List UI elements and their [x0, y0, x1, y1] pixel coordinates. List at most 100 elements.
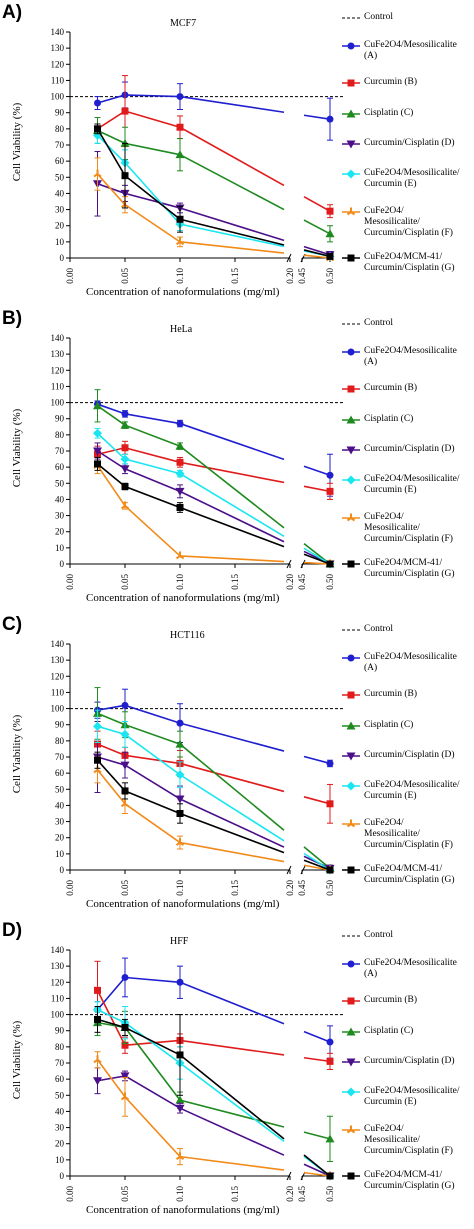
legend-symbol [342, 207, 360, 216]
legend-label: Control [364, 12, 394, 22]
legend-symbol [342, 475, 360, 485]
y-tick-label: 100 [51, 398, 65, 408]
x-tick-label: 0.45 [297, 880, 307, 896]
y-tick-label: 70 [55, 446, 65, 456]
legend-symbol [342, 997, 360, 1005]
series-line [179, 981, 285, 1025]
series-line [179, 1107, 285, 1156]
legend-symbol [342, 385, 360, 393]
legend-item: Curcumin/Cisplatin (D) [340, 444, 455, 456]
series-7 [94, 1006, 334, 1180]
x-axis-label: Concentration of nanoformulations (mg/ml… [86, 592, 280, 604]
legend-symbol [342, 1125, 360, 1134]
legend-item: CuFe2O4/MCM-41/ Curcumin/Cisplatin (G) [340, 864, 455, 886]
series-line [179, 743, 285, 831]
plot-area: 0 10 20 30 40 50 60 70 80 90 100 110 120 130 140 0.00 0.… [51, 333, 344, 590]
series-4 [93, 442, 335, 569]
legend-symbol [342, 1058, 360, 1067]
series-line [179, 798, 285, 848]
y-tick-label: 30 [55, 511, 65, 521]
legend-symbol [342, 513, 360, 522]
x-tick-label: 0.20 [285, 1186, 295, 1202]
y-tick-label: 10 [55, 1155, 65, 1165]
data-point [326, 1172, 334, 1180]
y-tick-label: 70 [55, 140, 65, 150]
x-tick-label: 0.00 [65, 574, 75, 590]
series-line [96, 173, 181, 243]
legend-symbol [342, 1172, 360, 1180]
legend-item: CuFe2O4/Mesosilicalite/ Curcumin (E) [340, 1086, 460, 1108]
legend-symbol [342, 348, 360, 356]
series-line [179, 207, 285, 242]
legend-label: Curcumin (B) [364, 383, 418, 393]
x-tick-label: 0.05 [120, 1186, 130, 1202]
y-tick-label: 100 [51, 1010, 65, 1020]
series-line [97, 450, 181, 493]
data-point [175, 487, 185, 496]
legend-label: CuFe2O4/ Mesosilicalite/ Curcumin/Cispla… [364, 1124, 453, 1156]
series-line [303, 1030, 331, 1043]
series-line [179, 555, 285, 563]
y-tick-label: 130 [51, 349, 65, 359]
legend-symbol [342, 629, 360, 631]
series-7 [94, 123, 334, 260]
data-point [121, 787, 129, 795]
series-7 [94, 456, 334, 568]
series-4 [93, 720, 335, 873]
y-tick-label: 110 [51, 381, 65, 391]
legend-item: Control [340, 12, 393, 24]
panel-label: C) [2, 614, 23, 635]
y-tick-label: 130 [51, 961, 65, 971]
data-point [175, 1095, 185, 1104]
data-point [120, 1072, 130, 1081]
series-line [303, 846, 331, 870]
chart-panel: A) MCF7 Cell Viability (%) Concentration of… [0, 2, 474, 308]
series-line [96, 769, 181, 844]
series-line [179, 762, 285, 793]
series-line [179, 461, 285, 484]
data-point [94, 460, 101, 468]
legend-label: CuFe2O4/Mesosilicalite (A) [364, 346, 457, 367]
chart-panel: B) HeLa Cell Viability (%) Concentration of… [0, 308, 474, 614]
legend-item: Control [340, 624, 393, 636]
legend-symbol [342, 446, 360, 455]
data-point [93, 401, 102, 410]
legend-item: Control [340, 318, 393, 330]
y-tick-label: 60 [55, 462, 65, 472]
data-point [326, 252, 334, 260]
legend-item: Curcumin (B) [340, 77, 417, 89]
series-line [303, 553, 331, 565]
legend-label: Curcumin (B) [364, 689, 418, 699]
x-tick-label: 0.05 [120, 880, 130, 896]
x-tick-label: 0.10 [175, 574, 185, 590]
data-point [325, 1134, 335, 1143]
axis-break-mark [286, 865, 292, 875]
legend-symbol [342, 721, 360, 730]
legend-label: CuFe2O4/MCM-41/ Curcumin/Cisplatin (G) [364, 864, 455, 885]
series-line [303, 485, 331, 493]
y-tick-label: 0 [60, 253, 65, 263]
series-line [179, 422, 285, 461]
legend-label: CuFe2O4/Mesosilicalite/ Curcumin (E) [364, 168, 460, 189]
series-1 [94, 81, 334, 141]
series-line [303, 245, 331, 256]
series-line [303, 755, 331, 765]
legend-item: Curcumin (B) [340, 995, 417, 1007]
data-point [326, 759, 334, 767]
data-point [120, 420, 130, 429]
y-tick-label: 100 [51, 704, 65, 714]
series-line [303, 547, 331, 565]
legend-item: CuFe2O4/Mesosilicalite (A) [340, 346, 457, 368]
data-point [326, 115, 334, 123]
y-tick-label: 10 [55, 543, 65, 553]
series-line [303, 1163, 331, 1177]
series-7 [94, 751, 334, 874]
legend-item: Cisplatin (C) [340, 414, 413, 426]
series-line [179, 95, 285, 114]
y-tick-label: 110 [51, 993, 65, 1003]
x-tick-label: 0.45 [297, 1186, 307, 1202]
legend-item: Curcumin/Cisplatin (D) [340, 750, 455, 762]
data-point [326, 487, 334, 495]
y-tick-label: 10 [55, 237, 65, 247]
data-point [120, 465, 130, 474]
